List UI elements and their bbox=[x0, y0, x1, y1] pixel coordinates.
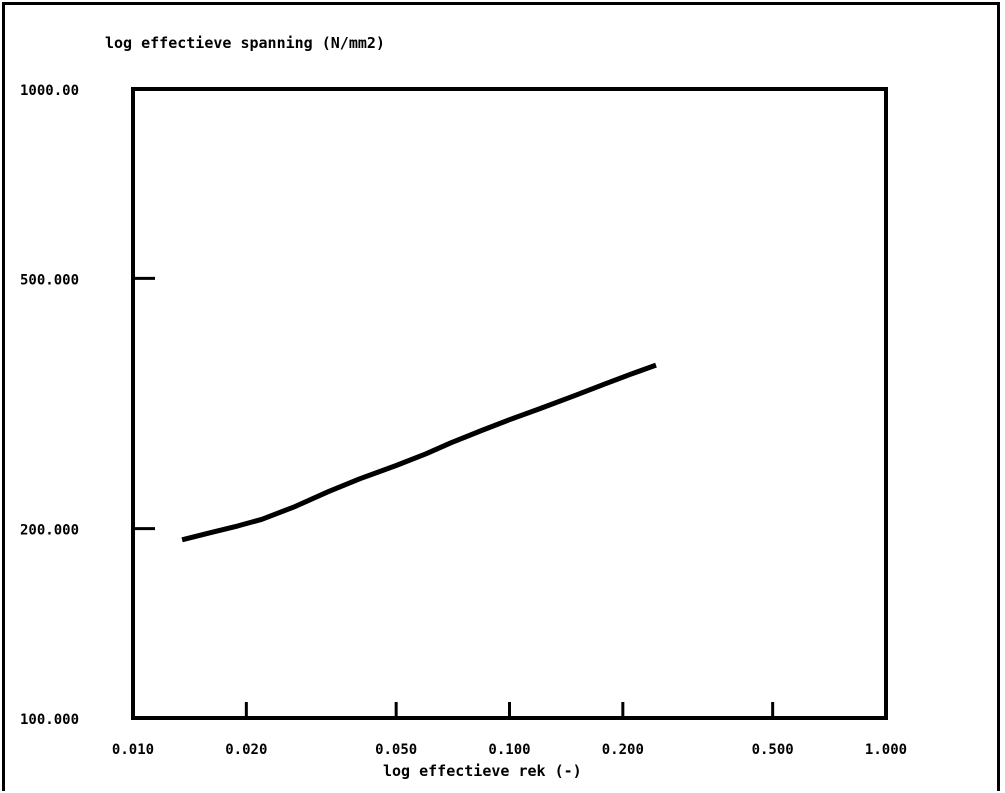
x-tick-label: 1.000 bbox=[865, 742, 907, 758]
y-axis-ticks: 100.000 200.000 500.000 1000.00 bbox=[20, 83, 155, 728]
x-axis-label: log effectieve rek (-) bbox=[383, 762, 582, 780]
series-layer bbox=[181, 362, 657, 543]
x-tick-label: 0.100 bbox=[488, 742, 530, 758]
plot-area bbox=[131, 87, 888, 720]
series-line bbox=[181, 362, 657, 543]
x-tick-label: 0.050 bbox=[375, 742, 417, 758]
y-tick-label: 500.000 bbox=[20, 272, 79, 288]
y-axis-label: log effectieve spanning (N/mm2) bbox=[105, 34, 385, 52]
x-tick-label: 0.010 bbox=[112, 742, 154, 758]
y-tick-label: 1000.00 bbox=[20, 83, 79, 99]
x-axis-ticks: 0.010 0.020 0.050 0.100 0.200 0.500 1.000 bbox=[112, 702, 907, 758]
y-tick-label: 200.000 bbox=[20, 523, 79, 539]
x-tick-label: 0.200 bbox=[602, 742, 644, 758]
x-tick-label: 0.020 bbox=[225, 742, 267, 758]
x-tick-label: 0.500 bbox=[752, 742, 794, 758]
y-tick-label: 100.000 bbox=[20, 712, 79, 728]
